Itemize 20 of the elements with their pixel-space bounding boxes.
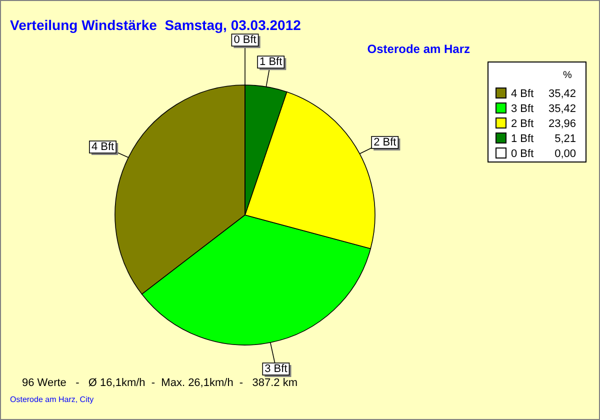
slice-label: 4 Bft [91,141,114,153]
chart-subtitle: Osterode am Harz [367,42,470,56]
legend-label: 0 Bft [511,148,534,160]
legend-label: 1 Bft [511,133,534,145]
data-label: 5,21 [554,133,576,145]
legend-label: 3 Bft [511,103,534,115]
text: 0,00 [554,148,576,160]
data-label: 35,42 [548,103,576,115]
slice-label: 1 Bft [260,56,282,68]
text: 96 Werte - Ø 16,1km/h - Max. 26,1km/h - 387.2 km [22,377,298,389]
legend-title: % [563,70,572,81]
category-label: 0 Bft [234,34,256,46]
chart-title: Verteilung Windstärke Samstag, 03.03.2012 [10,17,302,33]
legend-label: 4 Bft [511,88,534,100]
slice-label: 3 Bft [264,363,288,376]
text: Osterode am Harz, City [10,395,94,404]
slice-label: 2 Bft [374,136,396,148]
data-label: 35,42 [548,88,576,100]
data-label: 23,96 [548,118,576,130]
legend-label: 2 Bft [511,118,534,130]
